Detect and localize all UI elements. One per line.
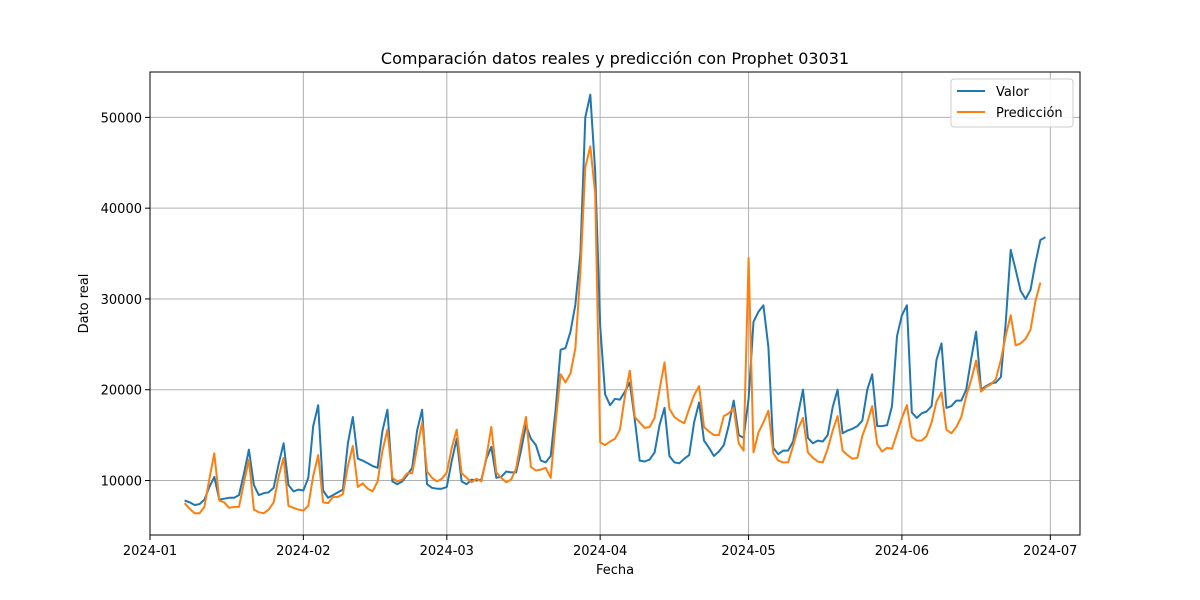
- y-tick-label: 20000: [101, 384, 142, 399]
- y-axis-title: Dato real: [77, 274, 92, 334]
- y-tick-label: 50000: [101, 111, 142, 126]
- x-tick-label: 2024-03: [420, 544, 474, 559]
- x-tick-label: 2024-02: [276, 544, 330, 559]
- x-axis-title: Fecha: [596, 563, 634, 578]
- series-line-prediccion: [183, 145, 1042, 515]
- x-axis: 2024-01 2024-02 2024-03 2024-04 2024-05 2024-…: [123, 535, 1077, 559]
- y-axis: 10000 20000 30000 40000 50000: [101, 111, 150, 490]
- x-tick-label: 2024-04: [573, 544, 627, 559]
- plot-frame: [149, 71, 1081, 536]
- y-tick-label: 10000: [101, 475, 142, 490]
- y-tick-label: 40000: [101, 202, 142, 217]
- legend-label-prediccion: Predicción: [996, 106, 1063, 121]
- legend: Valor Predicción: [950, 78, 1074, 128]
- series-lines: [183, 93, 1046, 515]
- legend-label-valor: Valor: [996, 85, 1029, 100]
- chart-title: Comparación datos reales y predicción co…: [381, 49, 849, 68]
- grid: [149, 72, 1080, 535]
- x-tick-label: 2024-07: [1023, 544, 1077, 559]
- x-tick-label: 2024-01: [123, 544, 177, 559]
- x-tick-label: 2024-06: [875, 544, 929, 559]
- x-tick-label: 2024-05: [721, 544, 775, 559]
- series-line-valor: [184, 93, 1046, 506]
- y-tick-label: 30000: [101, 293, 142, 308]
